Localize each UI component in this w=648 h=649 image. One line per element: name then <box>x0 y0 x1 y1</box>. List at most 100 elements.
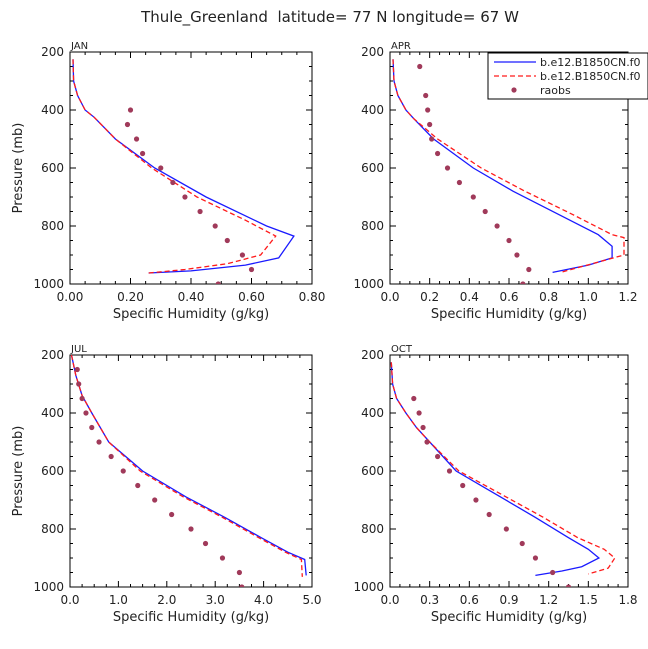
raob-point <box>219 555 226 561</box>
series-line-dashed <box>392 59 625 274</box>
x-tick-label: 0.80 <box>299 290 326 304</box>
y-tick-label: 600 <box>41 161 64 175</box>
y-tick-label: 1000 <box>33 277 64 291</box>
raob-point <box>429 136 435 142</box>
y-tick-label: 600 <box>361 464 384 478</box>
panels: 0.00 0.20 0.40 0.60 0.80 200 400 600 800 1000 JAN S… <box>11 41 638 625</box>
x-tick-label: 0.3 <box>420 593 439 607</box>
x-tick-label: 0.9 <box>499 593 518 607</box>
raob-point <box>197 208 203 215</box>
x-axis-label: Specific Humidity (g/kg) <box>113 307 269 322</box>
raob-point <box>446 468 453 474</box>
raob-point <box>519 540 525 547</box>
raob-point <box>424 439 430 445</box>
raob-point <box>135 482 141 489</box>
plot-frame <box>69 354 313 588</box>
raob-point <box>514 252 520 258</box>
x-tick-label: 3.0 <box>206 593 225 607</box>
y-tick-label: 800 <box>41 219 64 233</box>
panel-label: OCT <box>391 344 413 355</box>
raob-point <box>79 395 85 402</box>
y-tick-label: 400 <box>41 406 64 420</box>
raob-point <box>494 223 500 229</box>
series-line-solid <box>392 59 613 274</box>
x-tick-label: 2.0 <box>157 593 176 607</box>
y-tick-label: 200 <box>361 348 384 362</box>
x-tick-label: 0.00 <box>57 290 84 304</box>
raob-point <box>120 468 126 474</box>
series-line-solid <box>70 355 307 576</box>
panel-label: JUL <box>70 344 87 355</box>
raob-point <box>435 150 441 157</box>
raob-point <box>411 395 417 402</box>
y-tick-label: 800 <box>361 219 384 233</box>
raob-point <box>526 266 532 273</box>
raob-point <box>248 266 255 273</box>
raob-point <box>239 252 246 258</box>
y-tick-label: 800 <box>41 522 64 536</box>
series-line-dashed <box>390 362 616 575</box>
y-axis-label: Pressure (mb) <box>11 426 26 517</box>
y-tick-label: 1000 <box>33 580 64 594</box>
raob-point <box>188 526 194 532</box>
raob-point <box>202 540 209 547</box>
x-tick-label: 1.0 <box>109 593 128 607</box>
raob-point <box>133 136 140 142</box>
raob-point <box>425 107 431 113</box>
raob-point <box>140 150 146 157</box>
x-tick-label: 0.0 <box>380 593 399 607</box>
x-tick-label: 0.8 <box>539 290 558 304</box>
panel-jul: 0.0 1.0 2.0 3.0 4.0 5.0 200 400 600 800 1000 JUL Spe… <box>11 344 322 625</box>
x-tick-label: 4.0 <box>254 593 273 607</box>
x-tick-label: 0.40 <box>178 290 205 304</box>
y-tick-label: 200 <box>41 45 64 59</box>
series-group <box>392 59 625 284</box>
series-line-dashed <box>70 355 303 577</box>
raob-point <box>108 453 114 460</box>
raob-point <box>89 424 95 431</box>
y-tick-label: 600 <box>361 161 384 175</box>
raob-point <box>435 453 441 460</box>
raob-point <box>506 237 512 244</box>
raob-point <box>550 569 556 576</box>
raob-point <box>158 165 164 171</box>
panel-oct: 0.0 0.3 0.6 0.9 1.2 1.5 1.8 200 400 600 800 1000 OCT… <box>353 344 637 625</box>
legend-label: raobs <box>540 84 571 97</box>
raob-point <box>212 223 218 229</box>
raob-point <box>486 511 492 518</box>
series-group <box>70 355 307 587</box>
raob-point <box>127 107 134 113</box>
raob-point <box>532 555 539 561</box>
x-tick-label: 0.60 <box>238 290 265 304</box>
raob-point <box>520 281 526 284</box>
raob-point <box>124 121 131 128</box>
raob-point <box>170 179 176 186</box>
x-axis-label: Specific Humidity (g/kg) <box>431 610 587 625</box>
raob-point <box>503 526 509 532</box>
y-tick-label: 400 <box>41 103 64 117</box>
raob-point <box>565 584 572 587</box>
raob-point <box>460 482 466 489</box>
raob-point <box>444 165 451 171</box>
x-tick-label: 0.6 <box>460 593 479 607</box>
x-axis-label: Specific Humidity (g/kg) <box>431 307 587 322</box>
raob-point <box>83 410 89 416</box>
legend-label: b.e12.B1850CN.f0 <box>540 56 641 69</box>
series-line-dashed <box>72 59 277 274</box>
raob-point <box>152 497 158 503</box>
raob-point <box>224 237 230 244</box>
x-tick-label: 0.0 <box>60 593 79 607</box>
y-tick-label: 1000 <box>353 580 384 594</box>
raob-point <box>423 92 429 99</box>
series-line-solid <box>72 59 295 274</box>
x-tick-label: 1.0 <box>579 290 598 304</box>
raob-point <box>470 194 476 200</box>
x-tick-label: 1.2 <box>539 593 558 607</box>
raob-point <box>473 497 479 503</box>
y-tick-label: 200 <box>41 348 64 362</box>
raob-point <box>169 511 175 518</box>
panel-apr: 0.0 0.2 0.4 0.6 0.8 1.0 1.2 200 400 600 800 1000 APR… <box>353 41 637 322</box>
panel-label: JAN <box>70 41 88 52</box>
series-line-solid <box>390 362 601 577</box>
x-tick-label: 1.2 <box>618 290 637 304</box>
